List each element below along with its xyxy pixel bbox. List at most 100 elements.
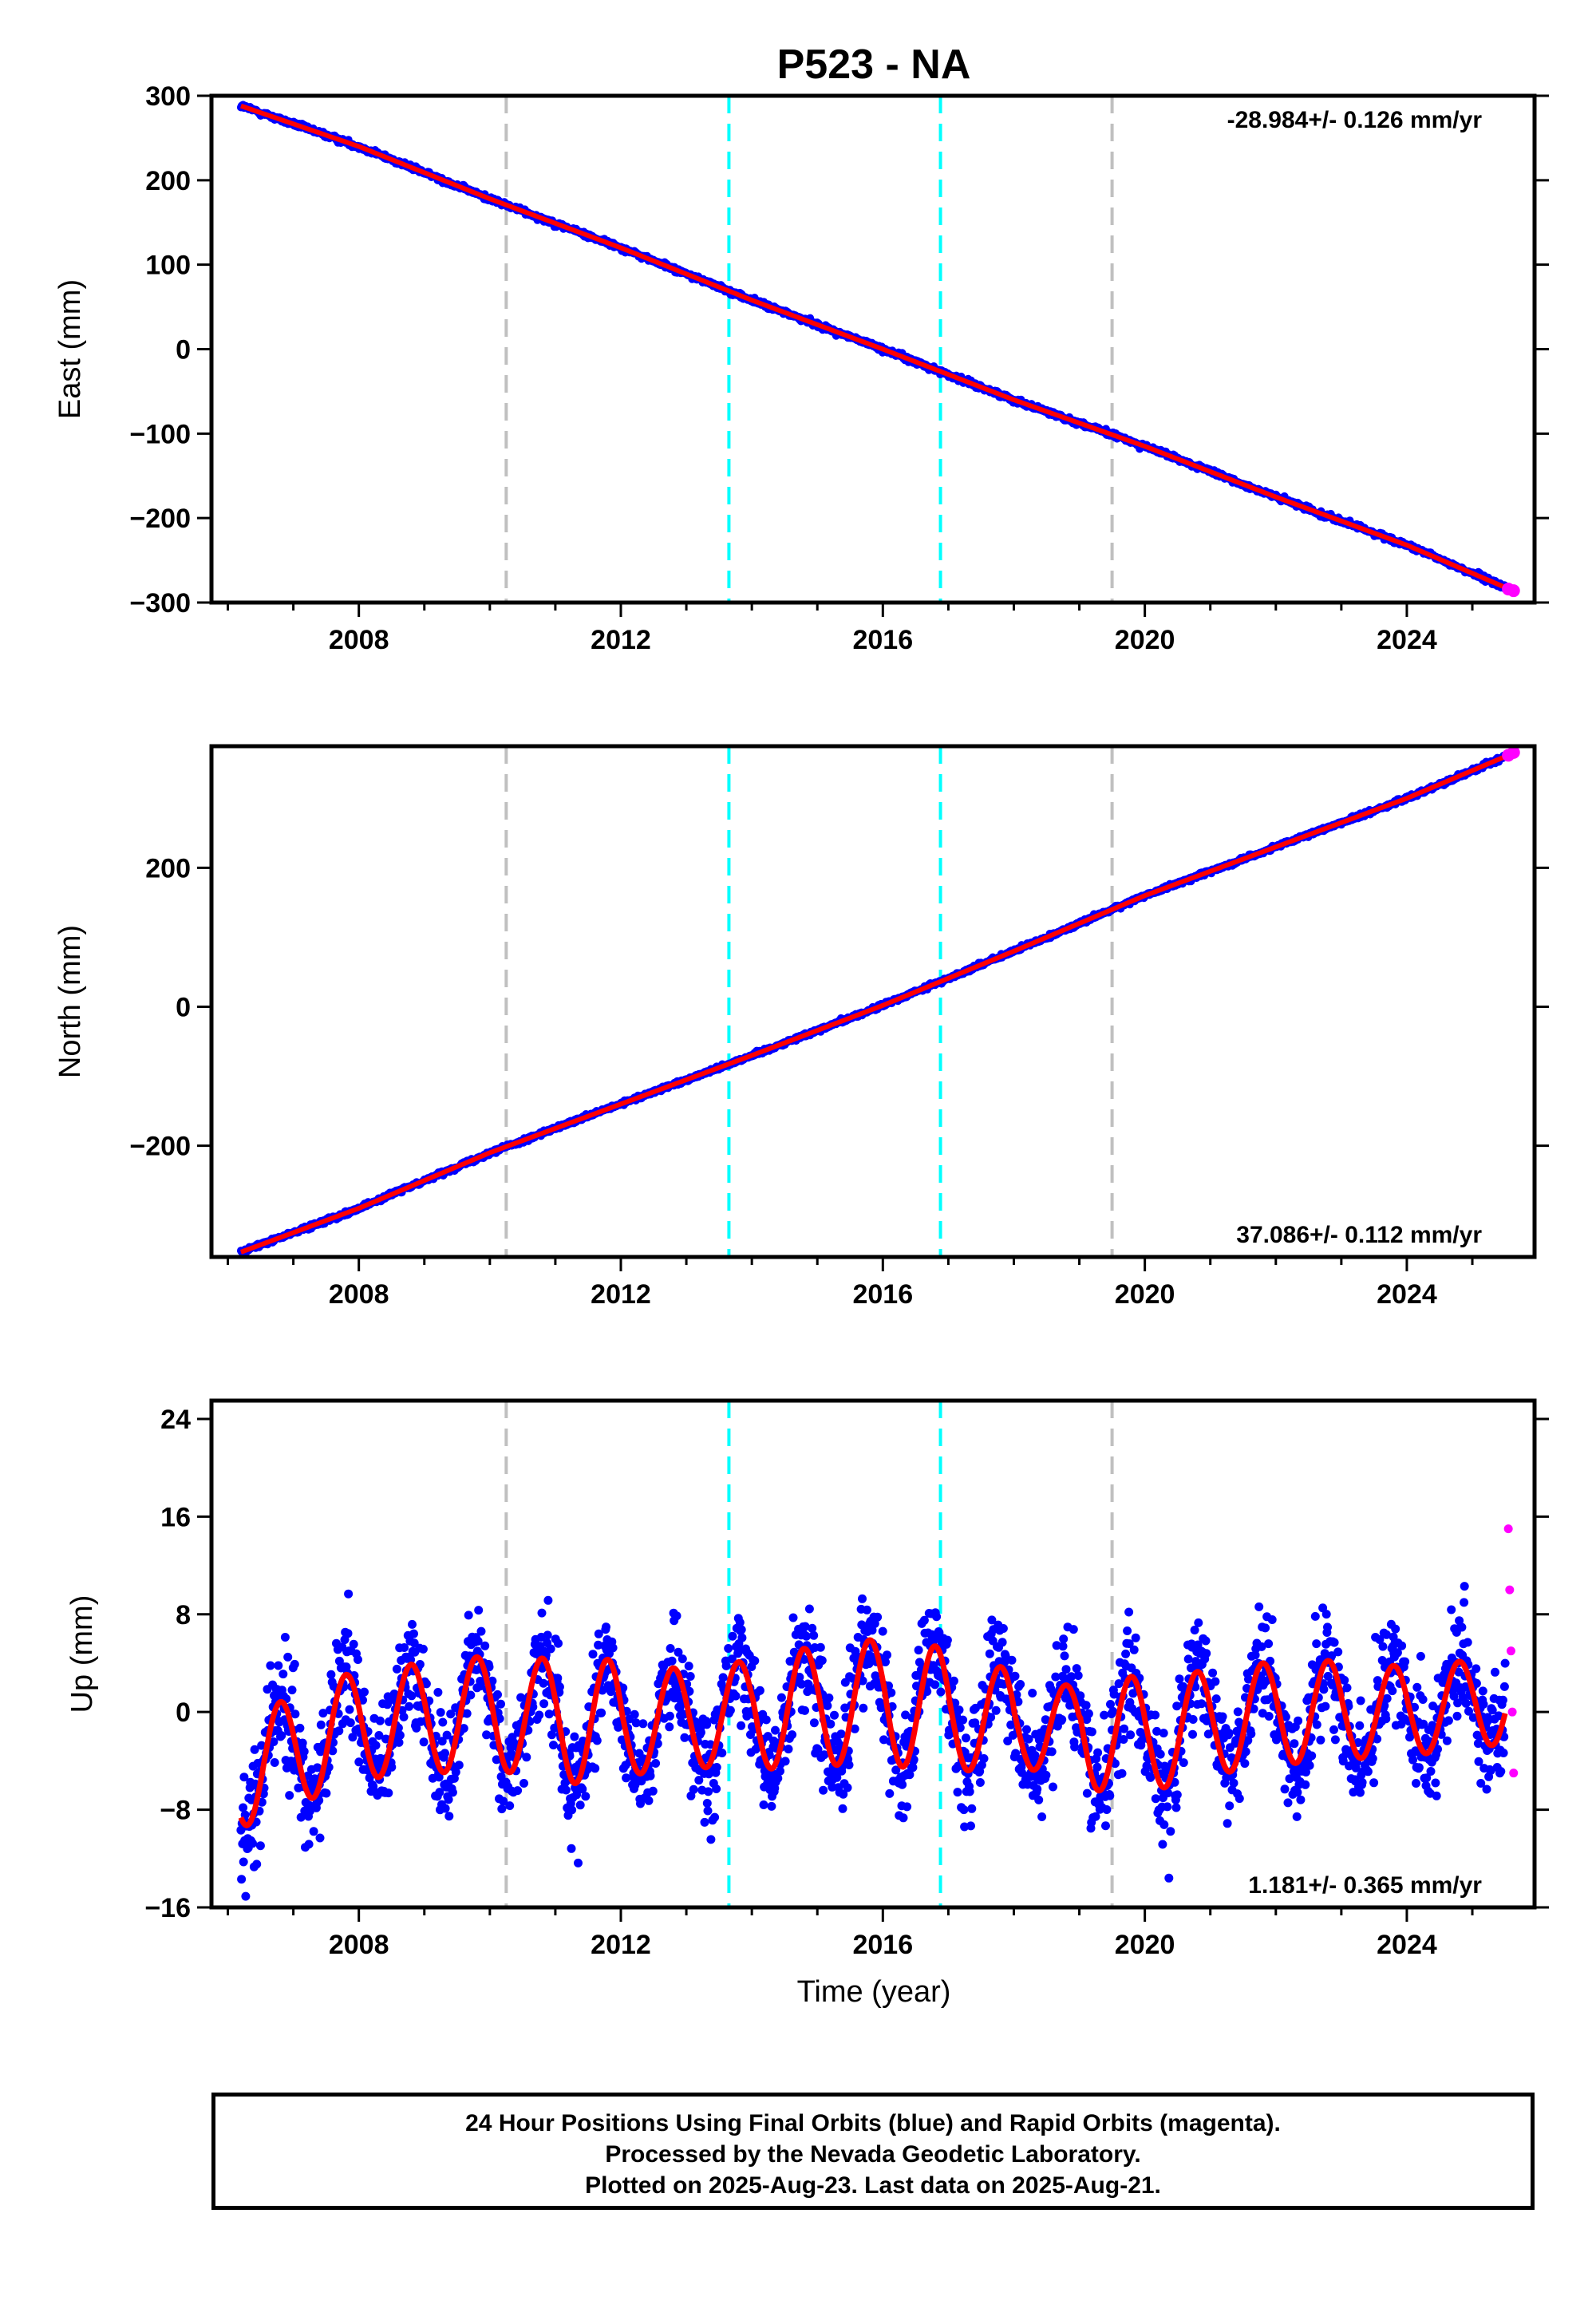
final-orbit-point xyxy=(826,1719,836,1729)
y-tick-label: 100 xyxy=(145,251,191,281)
final-orbit-point xyxy=(310,1774,319,1784)
final-orbit-point xyxy=(575,1800,585,1810)
final-orbit-point xyxy=(898,1780,907,1789)
final-orbit-point xyxy=(535,1710,544,1720)
final-orbit-point xyxy=(255,1841,265,1851)
final-orbit-point xyxy=(727,1654,737,1664)
final-orbit-point xyxy=(606,1687,615,1697)
final-orbit-point xyxy=(400,1643,409,1652)
final-orbit-point xyxy=(274,1661,283,1670)
final-orbit-point xyxy=(838,1804,847,1813)
final-orbit-point xyxy=(374,1731,384,1740)
final-orbit-point xyxy=(858,1676,867,1686)
final-orbit-point xyxy=(776,1693,786,1702)
final-orbit-point xyxy=(440,1749,449,1758)
final-orbit-point xyxy=(473,1636,483,1646)
final-orbit-point xyxy=(899,1813,908,1823)
final-orbit-point xyxy=(767,1801,776,1811)
final-orbit-point xyxy=(588,1650,598,1659)
final-orbit-point xyxy=(594,1640,603,1650)
final-orbit-point xyxy=(270,1758,279,1767)
final-orbit-point xyxy=(435,1788,444,1797)
final-orbit-point xyxy=(784,1745,793,1754)
final-orbit-points xyxy=(236,751,1510,1257)
final-orbit-point xyxy=(257,1741,267,1750)
final-orbit-point xyxy=(684,1662,693,1671)
final-orbit-point xyxy=(348,1733,358,1742)
final-orbit-point xyxy=(597,1708,606,1717)
final-orbit-point xyxy=(316,1720,326,1729)
final-orbit-point xyxy=(492,1755,501,1765)
final-orbit-point xyxy=(433,1688,443,1697)
final-orbit-point xyxy=(395,1730,405,1740)
final-orbit-point xyxy=(728,1631,737,1641)
final-orbit-point xyxy=(678,1654,687,1664)
final-orbit-point xyxy=(440,1804,450,1813)
final-orbit-point xyxy=(820,1750,829,1760)
final-orbit-point xyxy=(549,1741,558,1750)
final-orbit-point xyxy=(360,1687,369,1697)
final-orbit-point xyxy=(598,1686,607,1695)
final-orbit-point xyxy=(700,1817,709,1827)
x-tick-label: 2008 xyxy=(329,625,389,655)
final-orbit-point xyxy=(608,1643,618,1653)
x-tick-label: 2020 xyxy=(1115,1279,1175,1310)
final-orbit-point xyxy=(392,1664,401,1674)
final-orbit-point xyxy=(444,1795,453,1804)
final-orbit-point xyxy=(290,1709,300,1719)
final-orbit-point xyxy=(809,1630,819,1640)
final-orbit-point xyxy=(354,1757,364,1767)
final-orbit-point xyxy=(574,1858,583,1867)
final-orbit-point xyxy=(328,1746,338,1756)
final-orbit-point xyxy=(365,1773,374,1783)
final-orbit-point xyxy=(295,1723,305,1733)
final-orbit-point xyxy=(405,1701,414,1711)
final-orbit-point xyxy=(644,1796,654,1805)
y-axis-label: East (mm) xyxy=(53,279,87,419)
final-orbit-point xyxy=(864,1659,874,1669)
final-orbit-point xyxy=(547,1730,556,1740)
final-orbit-point xyxy=(858,1594,867,1603)
final-orbit-point xyxy=(672,1611,681,1621)
model-fit-line xyxy=(239,103,1507,590)
final-orbit-point xyxy=(459,1724,468,1733)
final-orbit-point xyxy=(318,1709,328,1718)
final-orbit-point xyxy=(788,1730,797,1740)
final-orbit-point xyxy=(384,1788,393,1798)
final-orbit-point xyxy=(737,1625,746,1634)
final-orbit-point xyxy=(819,1785,828,1795)
final-orbit-point xyxy=(638,1719,648,1729)
final-orbit-point xyxy=(371,1741,381,1750)
final-orbit-point xyxy=(653,1739,662,1749)
final-orbit-point xyxy=(285,1791,294,1800)
final-orbit-point xyxy=(666,1644,675,1653)
x-tick-label: 2012 xyxy=(591,1279,651,1310)
final-orbit-point xyxy=(454,1761,464,1770)
final-orbit-point xyxy=(813,1745,823,1754)
final-orbit-point xyxy=(809,1718,819,1728)
final-orbit-point xyxy=(800,1654,809,1664)
final-orbit-point xyxy=(696,1728,705,1737)
final-orbit-point xyxy=(237,1875,247,1884)
final-orbit-points xyxy=(236,1582,1510,1901)
final-orbit-point xyxy=(824,1694,834,1702)
final-orbit-point xyxy=(622,1773,631,1783)
final-orbit-point xyxy=(394,1737,404,1747)
final-orbit-point xyxy=(415,1660,425,1669)
y-tick-label: 0 xyxy=(176,993,191,1023)
plot-area xyxy=(236,96,1520,603)
final-orbit-point xyxy=(717,1749,727,1757)
final-orbit-point xyxy=(280,1633,290,1642)
final-orbit-point xyxy=(248,1839,257,1848)
final-orbit-point xyxy=(839,1789,848,1799)
final-orbit-point xyxy=(567,1844,576,1853)
final-orbit-point xyxy=(817,1656,827,1666)
final-orbit-point xyxy=(871,1671,880,1681)
plot-area xyxy=(236,746,1520,1257)
final-orbit-point xyxy=(802,1631,811,1641)
x-tick-label: 2024 xyxy=(1377,625,1437,655)
rate-label: 37.086+/- 0.112 mm/yr xyxy=(1236,1222,1482,1248)
final-orbit-point xyxy=(444,1812,454,1821)
final-orbit-point xyxy=(706,1835,716,1844)
